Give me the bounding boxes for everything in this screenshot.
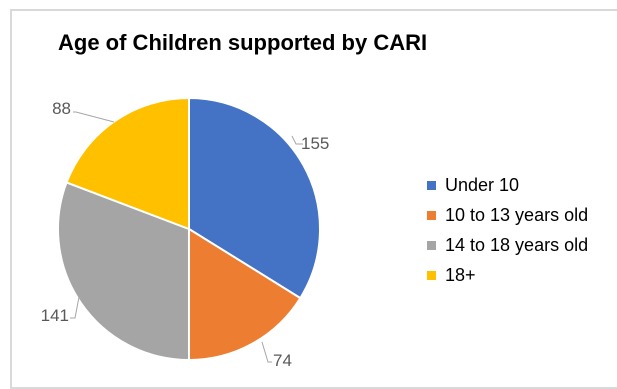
leader-line-18-plus	[73, 111, 115, 123]
legend-label-18-plus: 18+	[445, 264, 476, 285]
pie-slice-10-to-13	[188, 227, 302, 362]
legend-swatch-14-to-18	[427, 240, 436, 250]
leader-line-14-to-18	[70, 296, 80, 319]
chart-title: Age of Children supported by CARI	[58, 30, 428, 55]
legend-swatch-18-plus	[427, 270, 436, 280]
legend-label-10-to-13: 10 to 13 years old	[445, 204, 589, 225]
data-label-under-10: 155	[301, 134, 329, 153]
legend-label-under-10: Under 10	[445, 174, 520, 195]
leader-line-under-10	[291, 135, 303, 145]
data-label-18-plus: 88	[52, 99, 71, 118]
legend-label-14-to-18: 14 to 18 years old	[445, 234, 589, 255]
legend-swatch-under-10	[427, 180, 436, 190]
data-label-10-to-13: 74	[273, 351, 292, 370]
leader-line-10-to-13	[261, 341, 272, 363]
data-label-14-to-18: 141	[41, 306, 69, 325]
pie-slice-14-to-18	[57, 181, 190, 362]
legend-item-10-to-13: 10 to 13 years old	[427, 200, 588, 230]
legend-item-18-plus: 18+	[427, 260, 588, 290]
legend-item-under-10: Under 10	[427, 170, 588, 200]
legend-swatch-10-to-13	[427, 210, 436, 220]
pie-slice-under-10	[188, 96, 321, 300]
pie-slice-18-plus	[65, 96, 190, 231]
pie-chart: 155 74 141 88	[41, 96, 329, 370]
legend-item-14-to-18: 14 to 18 years old	[427, 230, 588, 260]
legend: Under 10 10 to 13 years old 14 to 18 yea…	[427, 170, 588, 290]
